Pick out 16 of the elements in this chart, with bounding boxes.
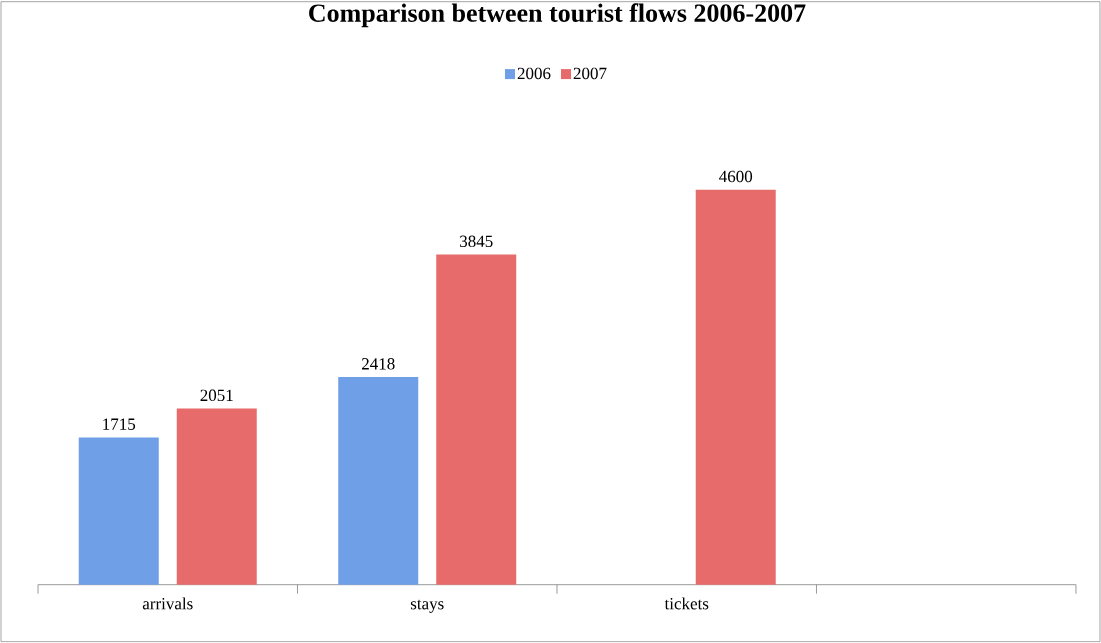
x-tick-label: stays [410, 599, 444, 614]
x-tick-label: tickets [664, 597, 709, 610]
data-label: 4600 [719, 170, 753, 183]
data-label: 1715 [103, 418, 136, 431]
legend-label: 2007 [573, 67, 607, 80]
x-tick-label: arrivals [142, 597, 193, 610]
data-label: 2418 [362, 358, 395, 370]
bar [78, 437, 159, 585]
bar [338, 377, 419, 585]
legend-label: 2006 [517, 67, 551, 80]
bar [436, 254, 517, 585]
bar [176, 408, 257, 585]
chart-title: Comparison between tourist flows 2006-2007 [309, 3, 806, 28]
bar [695, 189, 776, 585]
data-label: 2051 [200, 389, 233, 402]
data-label: 3845 [460, 235, 493, 248]
